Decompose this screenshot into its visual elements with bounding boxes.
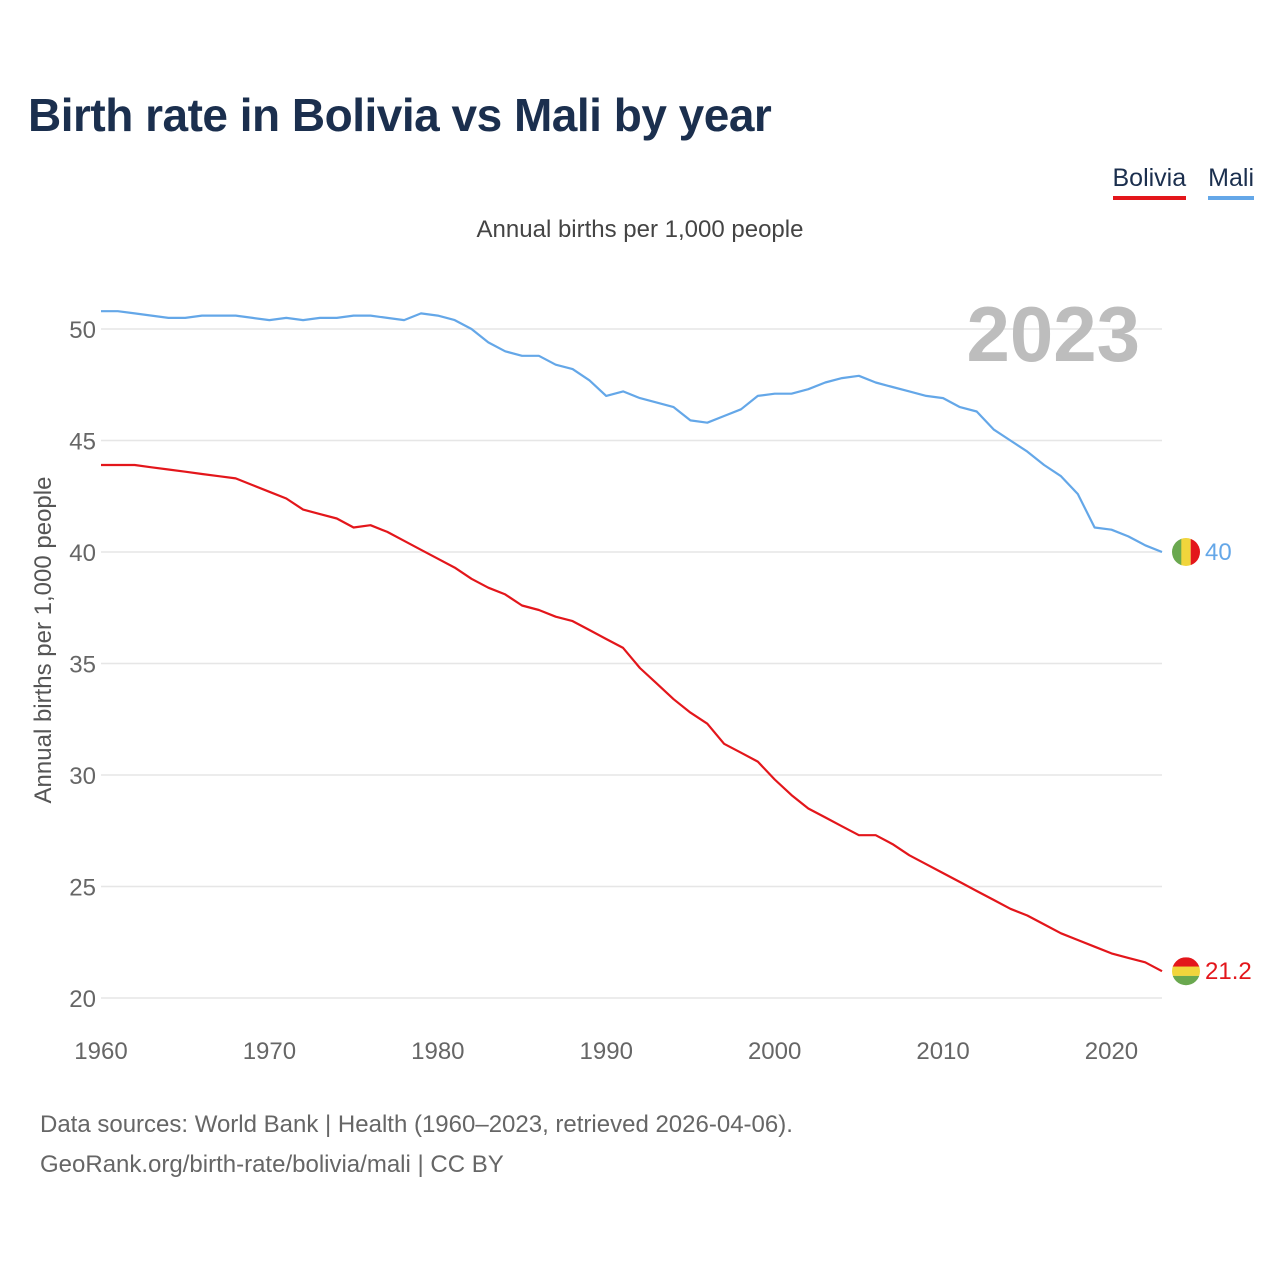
y-tick-label: 30 <box>69 763 96 790</box>
end-value-label-mali: 40 <box>1205 539 1232 566</box>
y-axis-ticks: 20 25 30 35 40 45 50 <box>69 317 96 1013</box>
footer: Data sources: World Bank | Health (1960–… <box>40 1105 793 1185</box>
end-value-label-bolivia: 21.2 <box>1205 958 1252 985</box>
x-tick-label: 1960 <box>74 1038 127 1065</box>
data-sources: Data sources: World Bank | Health (1960–… <box>40 1111 793 1138</box>
x-tick-label: 2010 <box>916 1038 969 1065</box>
legend: Bolivia Mali <box>1112 164 1254 200</box>
x-tick-label: 1990 <box>580 1038 633 1065</box>
flag-icon-bolivia <box>1172 957 1200 986</box>
legend-item-mali[interactable]: Mali <box>1208 164 1254 200</box>
series-line-bolivia[interactable] <box>101 463 1163 973</box>
year-watermark: 2023 <box>966 290 1140 378</box>
series-group <box>101 310 1163 973</box>
series-line-mali[interactable] <box>101 310 1163 554</box>
flag-icon-mali <box>1172 538 1200 566</box>
gridlines <box>101 328 1162 999</box>
y-tick-label: 20 <box>69 986 96 1013</box>
source-url[interactable]: GeoRank.org/birth-rate/bolivia/mali | CC… <box>40 1151 504 1178</box>
x-tick-label: 2020 <box>1085 1038 1138 1065</box>
y-tick-label: 40 <box>69 540 96 567</box>
legend-item-bolivia[interactable]: Bolivia <box>1112 164 1187 200</box>
x-axis-ticks: 1960 1970 1980 1990 2000 2010 2020 <box>74 1038 1138 1065</box>
chart-subtitle: Annual births per 1,000 people <box>476 216 804 243</box>
y-axis-label: Annual births per 1,000 people <box>30 477 57 804</box>
y-tick-label: 35 <box>69 652 96 679</box>
chart-title: Birth rate in Bolivia vs Mali by year <box>28 89 772 141</box>
x-tick-label: 1980 <box>411 1038 464 1065</box>
y-tick-label: 25 <box>69 875 96 902</box>
y-tick-label: 50 <box>69 317 96 344</box>
x-tick-label: 2000 <box>748 1038 801 1065</box>
x-tick-label: 1970 <box>243 1038 296 1065</box>
end-markers: 21.2 40 <box>1172 538 1252 986</box>
y-tick-label: 45 <box>69 429 96 456</box>
